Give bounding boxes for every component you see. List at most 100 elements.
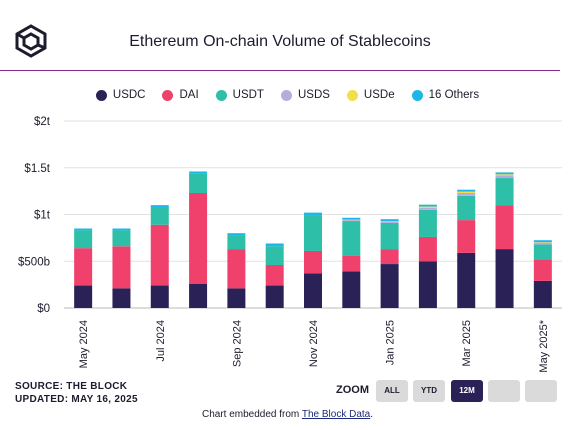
bar-segment-16-others	[74, 228, 93, 231]
bar-segment-usdc	[74, 285, 93, 308]
bar-segment-usds	[418, 207, 437, 210]
bar-segment-usdc	[112, 288, 131, 308]
zoom-extra-button[interactable]	[525, 380, 557, 402]
bar-segment-usds	[342, 220, 361, 222]
legend-item-dai[interactable]: DAI	[162, 89, 199, 101]
bar-segment-16-others	[189, 171, 208, 174]
bar-segment-usdc	[265, 285, 284, 308]
chart-title: Ethereum On-chain Volume of Stablecoins	[129, 33, 431, 50]
legend-label: USDC	[112, 89, 146, 101]
bar-segment-16-others	[495, 172, 514, 175]
zoom-12m-button[interactable]: 12M	[451, 380, 483, 402]
legend-swatch	[215, 89, 227, 101]
y-tick-label: $0	[37, 303, 50, 315]
y-tick-label: $1.5t	[24, 163, 50, 175]
bar-segment-usdc	[380, 264, 399, 308]
bar-segment-usdc	[533, 280, 552, 308]
the-block-logo-icon[interactable]	[14, 24, 48, 58]
bar-segment-usdt	[457, 195, 476, 221]
legend-label: DAI	[179, 89, 199, 101]
bar-segment-usdt	[495, 178, 514, 206]
x-tick-label: Jan 2025	[385, 320, 397, 365]
bar-segment-usdt	[189, 173, 208, 193]
bar-segment-16-others	[150, 205, 169, 208]
y-tick-label: $1t	[34, 210, 51, 222]
bar-segment-16-others	[457, 189, 476, 192]
legend-label: USDT	[232, 89, 264, 101]
bar-segment-usde	[457, 191, 476, 193]
x-tick-label: Jul 2024	[155, 320, 167, 362]
zoom-label: ZOOM	[336, 384, 369, 396]
embed-prefix: Chart embedded from	[201, 409, 302, 420]
legend-swatch	[411, 89, 423, 101]
legend-label: 16 Others	[428, 89, 480, 101]
x-tick-label: May 2025*	[538, 319, 550, 372]
legend-item-usdc[interactable]: USDC	[95, 89, 146, 101]
bar-segment-16-others	[304, 212, 322, 216]
bar-segment-usds	[380, 221, 399, 223]
bar-segment-usdt	[418, 209, 437, 237]
x-tick-label: Nov 2024	[308, 320, 320, 367]
bar-segment-16-others	[418, 204, 437, 207]
bar-segment-dai	[150, 224, 169, 286]
legend-swatch	[95, 89, 107, 101]
bar-segment-usdt	[74, 230, 93, 249]
bar-segment-16-others	[342, 217, 361, 220]
bar-segment-usdc	[418, 261, 437, 308]
bar-segment-dai	[342, 255, 361, 272]
bar-segment-usdc	[304, 273, 322, 308]
bar-segment-dai	[380, 249, 399, 265]
bar-segment-16-others	[112, 228, 131, 231]
bar-segment-usds	[457, 192, 476, 196]
bar-segment-16-others	[380, 219, 399, 222]
bar-segment-usdt	[533, 244, 552, 260]
bar-segment-usdc	[150, 285, 169, 308]
legend: USDC DAI USDT USDS USDe 16 Others	[0, 89, 575, 101]
the-block-data-link[interactable]: The Block Data	[301, 409, 371, 420]
zoom-extra-button[interactable]	[488, 380, 520, 402]
bar-segment-usds	[495, 175, 514, 179]
legend-item-usdt[interactable]: USDT	[215, 89, 264, 101]
header: Ethereum On-chain Volume of Stablecoins	[0, 0, 560, 71]
bar-segment-usdt	[112, 230, 131, 247]
bar-segment-dai	[74, 248, 93, 286]
bar-segment-usdt	[380, 222, 399, 250]
bar-segment-dai	[495, 205, 514, 250]
bar-segment-usdc	[189, 283, 208, 308]
bar-segment-usdt	[304, 215, 322, 251]
bar-segment-usdt	[342, 221, 361, 256]
x-tick-label: May 2024	[78, 320, 90, 368]
bar-segment-usdt	[150, 207, 169, 225]
legend-item-others[interactable]: 16 Others	[411, 89, 480, 101]
stacked-bar-chart: $0 $500b $1t $1.5t $2t May 2024 Jul 2024 Sep 20…	[18, 116, 562, 373]
bar-segment-usde	[495, 174, 514, 176]
x-tick-label: Mar 2025	[461, 320, 473, 366]
bar-segment-dai	[457, 220, 476, 253]
bar-segment-usdc	[495, 249, 514, 308]
legend-swatch	[162, 89, 174, 101]
bar-segment-usdc	[227, 288, 246, 308]
y-tick-label: $2t	[34, 116, 51, 128]
bar-segment-dai	[304, 250, 322, 274]
legend-item-usds[interactable]: USDS	[280, 89, 330, 101]
bar-segment-dai	[418, 236, 437, 262]
zoom-all-button[interactable]: ALL	[376, 380, 408, 402]
bar-segment-usde	[418, 206, 437, 208]
x-tick-label: Sep 2024	[231, 320, 243, 367]
bar-segment-dai	[533, 259, 552, 281]
embed-note: Chart embedded from The Block Data.	[0, 409, 575, 420]
legend-swatch	[346, 89, 358, 101]
bar-segment-16-others	[227, 233, 246, 236]
legend-label: USDe	[363, 89, 395, 101]
source-text: SOURCE: THE BLOCK	[15, 381, 128, 392]
legend-item-usde[interactable]: USDe	[346, 89, 395, 101]
y-tick-label: $500b	[18, 256, 50, 268]
bar-segment-16-others	[533, 240, 552, 243]
bar-segment-dai	[265, 264, 284, 286]
bar-segment-usdt	[227, 235, 246, 250]
embed-suffix: .	[370, 409, 374, 420]
zoom-ytd-button[interactable]: YTD	[413, 380, 445, 402]
bar-segment-16-others	[265, 243, 284, 247]
source-note: SOURCE: THE BLOCK UPDATED: MAY 16, 2025	[15, 380, 138, 406]
updated-text: UPDATED: MAY 16, 2025	[15, 394, 138, 405]
